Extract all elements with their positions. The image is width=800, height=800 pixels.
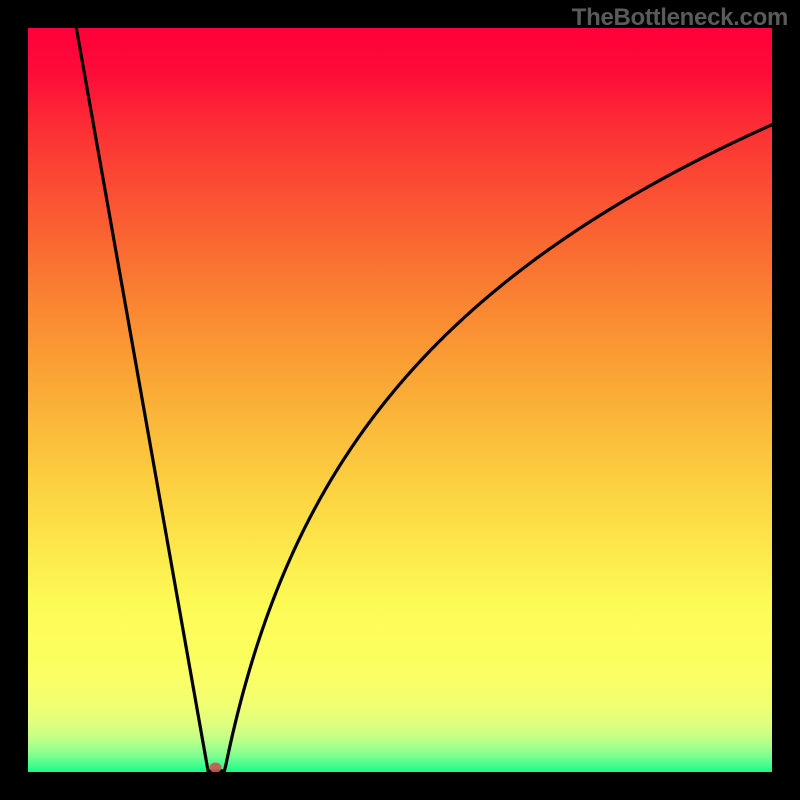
- watermark-text: TheBottleneck.com: [572, 4, 788, 32]
- bottleneck-chart-svg: [0, 0, 800, 800]
- optimal-point-marker: [209, 763, 221, 773]
- chart-container: TheBottleneck.com: [0, 0, 800, 800]
- gradient-background: [28, 28, 772, 772]
